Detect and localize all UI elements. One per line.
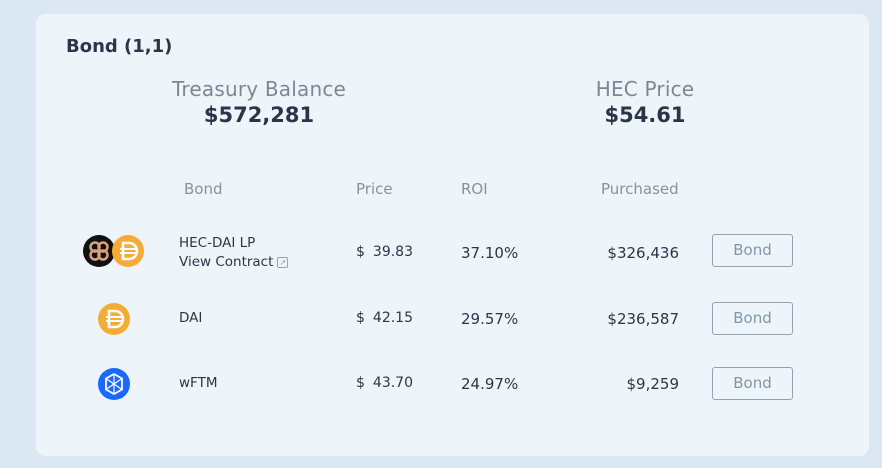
bond-roi: 24.97%	[461, 375, 519, 393]
bond-row-dai: DAI $42.15 29.57% $236,587 Bond	[36, 298, 869, 348]
currency-symbol: $	[356, 244, 365, 260]
external-link-icon: ↗	[277, 257, 289, 268]
treasury-balance-label: Treasury Balance	[171, 77, 347, 101]
bond-card: Bond (1,1) Treasury Balance $572,281 HEC…	[36, 14, 869, 456]
bond-price: $43.70	[356, 375, 413, 391]
view-contract-label: View Contract	[179, 254, 274, 270]
dai-token-icon	[111, 234, 145, 272]
bond-name: wFTM	[179, 375, 218, 391]
hec-token-icon	[82, 234, 116, 272]
bond-row-wftm: wFTM $43.70 24.97% $9,259 Bond	[36, 363, 869, 413]
bond-button[interactable]: Bond	[712, 234, 793, 267]
card-title: Bond (1,1)	[66, 36, 173, 57]
bond-price: $39.83	[356, 244, 413, 260]
currency-symbol: $	[356, 310, 365, 326]
price-value: 42.15	[372, 310, 414, 326]
dai-token-icon	[97, 302, 131, 340]
header-price: Price	[356, 180, 393, 198]
bond-name: HEC-DAI LP	[179, 235, 256, 251]
bond-button[interactable]: Bond	[712, 302, 793, 335]
bond-purchased: $326,436	[607, 244, 679, 262]
bond-price: $42.15	[356, 310, 413, 326]
treasury-balance-value: $572,281	[203, 103, 315, 127]
header-bond: Bond	[184, 180, 223, 198]
bond-name: DAI	[179, 310, 203, 326]
price-value: 39.83	[372, 244, 414, 260]
bond-purchased: $9,259	[626, 375, 680, 393]
bond-purchased: $236,587	[607, 310, 679, 328]
hec-price: HEC Price $54.61	[515, 77, 775, 127]
price-value: 43.70	[372, 375, 414, 391]
bond-roi: 29.57%	[461, 310, 519, 328]
hec-price-value: $54.61	[604, 103, 686, 127]
bond-button[interactable]: Bond	[712, 367, 793, 400]
view-contract-link[interactable]: View Contract ↗	[179, 254, 289, 270]
bond-row-hec-dai-lp: HEC-DAI LP View Contract ↗ $39.83 37.10% …	[36, 230, 869, 280]
header-roi: ROI	[461, 180, 488, 198]
currency-symbol: $	[356, 375, 365, 391]
fantom-token-icon	[97, 367, 131, 405]
bond-roi: 37.10%	[461, 244, 519, 262]
treasury-balance: Treasury Balance $572,281	[129, 77, 389, 127]
hec-price-label: HEC Price	[595, 77, 695, 101]
header-purchased: Purchased	[601, 180, 679, 198]
